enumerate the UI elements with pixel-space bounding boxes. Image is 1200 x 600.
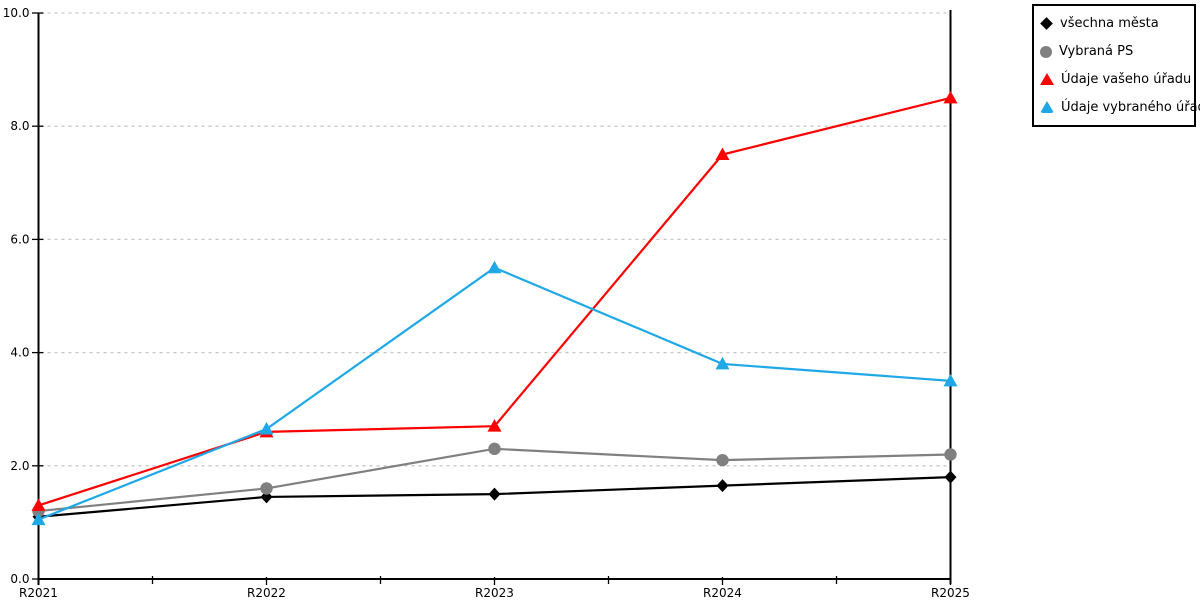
- blue-triangle-marker-icon: [1040, 101, 1054, 114]
- data-point-triangle: [943, 373, 958, 387]
- legend-label: Údaje vybraného úřadu: [1061, 99, 1200, 115]
- series-lines: [31, 90, 958, 526]
- legend-item-udaje-vybraneho-uradu: Údaje vybraného úřadu: [1040, 100, 1200, 115]
- x-tick-label: R2022: [247, 586, 286, 600]
- legend-item-vsechna-mesta: všechna města: [1040, 16, 1188, 31]
- red-triangle-marker-icon: [1040, 73, 1054, 86]
- y-tick-label: 2.0: [10, 459, 29, 473]
- legend: všechna města Vybraná PS Údaje vašeho úř…: [1032, 4, 1200, 127]
- data-point-circle: [944, 448, 957, 461]
- data-point-triangle: [943, 90, 958, 104]
- data-point-diamond: [716, 479, 729, 493]
- y-tick-label: 0.0: [10, 572, 29, 586]
- data-point-circle: [260, 482, 273, 495]
- x-tick-label: R2024: [703, 586, 742, 600]
- y-tick-label: 10.0: [3, 6, 30, 20]
- legend-item-vybrana-ps: Vybraná PS: [1040, 44, 1188, 59]
- axes: [32, 10, 952, 585]
- x-tick-label: R2021: [19, 586, 58, 600]
- data-point-triangle: [715, 147, 730, 160]
- gridlines: [40, 12, 951, 467]
- diamond-marker-icon: [1040, 17, 1053, 31]
- data-point-triangle: [31, 512, 46, 526]
- y-tick-label: 4.0: [10, 346, 29, 360]
- data-point-triangle: [715, 356, 730, 370]
- legend-label: Údaje vašeho úřadu: [1061, 71, 1192, 87]
- axis-labels: 0.0 2.0 4.0 6.0 8.0 10.0 R2021 R2022 R2023 R2024 R…: [3, 6, 970, 600]
- data-point-triangle: [259, 422, 274, 435]
- legend-label: všechna města: [1060, 16, 1159, 32]
- data-point-diamond: [488, 487, 501, 501]
- data-point-circle: [716, 453, 729, 467]
- data-point-triangle: [31, 498, 46, 511]
- x-tick-label: R2025: [931, 586, 970, 600]
- legend-label: Vybraná PS: [1059, 44, 1134, 60]
- data-point-triangle: [487, 260, 502, 274]
- x-tick-label: R2023: [475, 586, 514, 600]
- legend-item-udaje-vaseho-uradu: Údaje vašeho úřadu: [1040, 71, 1192, 87]
- data-point-diamond: [944, 470, 957, 484]
- data-point-circle: [488, 442, 501, 456]
- data-point-triangle: [487, 419, 502, 432]
- y-tick-label: 6.0: [10, 232, 29, 246]
- circle-marker-icon: [1040, 45, 1052, 58]
- y-tick-label: 8.0: [10, 119, 29, 133]
- series-3: [31, 260, 958, 526]
